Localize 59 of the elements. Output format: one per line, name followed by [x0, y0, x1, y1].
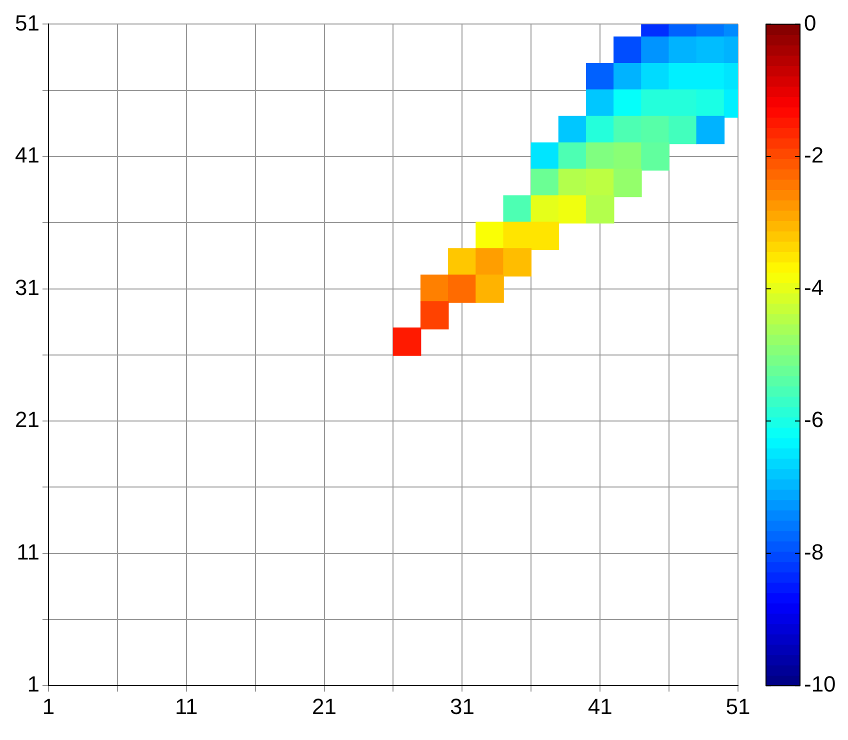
- y-tick-label: 31: [14, 274, 40, 300]
- point: [641, 142, 670, 171]
- point: [448, 248, 476, 276]
- color-bar-label: 0: [804, 10, 816, 36]
- y-tick-label: 21: [14, 407, 40, 432]
- x-tick-label: 31: [450, 694, 474, 719]
- point: [558, 142, 587, 171]
- color-bar-label: -4: [804, 274, 824, 300]
- point: [641, 116, 670, 144]
- point: [586, 142, 614, 171]
- point: [503, 248, 532, 276]
- point: [641, 89, 670, 118]
- point: [558, 116, 587, 144]
- x-tick-label: 51: [726, 694, 750, 719]
- point: [696, 36, 725, 65]
- point: [586, 62, 614, 92]
- point: [392, 328, 422, 356]
- point: [696, 116, 725, 144]
- point: [420, 274, 449, 303]
- point: [558, 195, 587, 224]
- point: [696, 62, 725, 92]
- point: [530, 222, 560, 250]
- point: [614, 62, 642, 92]
- point: [448, 274, 476, 303]
- point: [530, 142, 560, 171]
- point: [668, 36, 697, 65]
- point: [614, 89, 642, 118]
- point: [668, 116, 697, 144]
- point: [476, 248, 504, 276]
- point: [503, 195, 532, 224]
- point: [696, 89, 725, 118]
- point: [614, 116, 642, 144]
- y-tick-label: 11: [16, 539, 40, 564]
- point: [476, 222, 504, 250]
- x-tick-label: 11: [174, 694, 198, 719]
- point: [586, 116, 614, 144]
- point: [476, 274, 504, 303]
- x-tick-label: 41: [588, 694, 612, 719]
- x-tick-label: 21: [312, 694, 337, 719]
- point: [614, 168, 642, 198]
- point: [614, 142, 642, 171]
- point: [614, 36, 642, 65]
- color-bar-label: -10: [804, 672, 836, 697]
- point: [668, 62, 697, 92]
- point: [668, 89, 697, 118]
- color-bar-label: -2: [804, 142, 824, 168]
- point: [503, 222, 532, 250]
- x-tick-label: 1: [42, 694, 55, 719]
- point: [530, 195, 560, 224]
- point: [641, 62, 670, 92]
- y-tick-label: 51: [14, 10, 40, 36]
- y-tick-label: 41: [14, 142, 40, 168]
- point: [420, 301, 449, 330]
- point: [586, 195, 614, 224]
- point: [641, 36, 670, 65]
- y-tick-label: 1: [27, 672, 40, 697]
- color-bar-label: -8: [804, 539, 824, 564]
- point: [586, 89, 614, 118]
- color-bar-label: -6: [804, 407, 824, 432]
